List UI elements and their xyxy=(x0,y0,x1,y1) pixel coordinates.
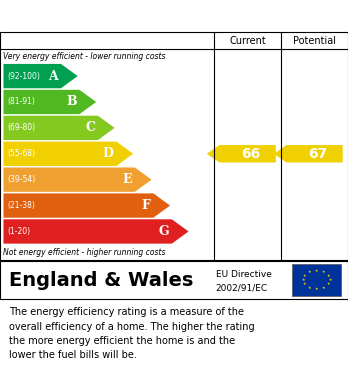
Polygon shape xyxy=(3,219,189,244)
Text: ★: ★ xyxy=(315,269,318,273)
Polygon shape xyxy=(3,116,114,140)
Text: 2002/91/EC: 2002/91/EC xyxy=(216,283,268,292)
Text: ★: ★ xyxy=(303,282,307,287)
Text: G: G xyxy=(158,225,169,238)
Text: ★: ★ xyxy=(303,274,307,278)
Polygon shape xyxy=(3,64,78,88)
Text: Energy Efficiency Rating: Energy Efficiency Rating xyxy=(9,9,219,25)
Text: ★: ★ xyxy=(322,270,325,274)
Text: 67: 67 xyxy=(308,147,327,161)
Text: Very energy efficient - lower running costs: Very energy efficient - lower running co… xyxy=(3,52,166,61)
Text: ★: ★ xyxy=(308,270,311,274)
Text: (55-68): (55-68) xyxy=(8,149,36,158)
Polygon shape xyxy=(3,90,96,114)
Text: A: A xyxy=(48,70,58,83)
Text: (39-54): (39-54) xyxy=(8,175,36,184)
Text: The energy efficiency rating is a measure of the
overall efficiency of a home. T: The energy efficiency rating is a measur… xyxy=(9,307,254,361)
Text: ★: ★ xyxy=(327,274,330,278)
Polygon shape xyxy=(3,167,152,192)
Text: D: D xyxy=(103,147,113,160)
Text: ★: ★ xyxy=(308,286,311,290)
Text: ★: ★ xyxy=(322,286,325,290)
Text: B: B xyxy=(66,95,77,108)
Text: F: F xyxy=(142,199,151,212)
Text: ★: ★ xyxy=(327,282,330,287)
Polygon shape xyxy=(274,145,343,163)
Text: Not energy efficient - higher running costs: Not energy efficient - higher running co… xyxy=(3,248,166,257)
Text: (69-80): (69-80) xyxy=(8,124,36,133)
Text: ★: ★ xyxy=(301,278,305,282)
Text: ★: ★ xyxy=(315,287,318,291)
Text: E: E xyxy=(122,173,132,186)
Bar xyxy=(292,264,341,296)
Polygon shape xyxy=(3,194,170,218)
Text: ★: ★ xyxy=(329,278,332,282)
Polygon shape xyxy=(3,142,133,166)
Text: (1-20): (1-20) xyxy=(8,227,31,236)
Text: England & Wales: England & Wales xyxy=(9,271,193,289)
Text: Potential: Potential xyxy=(293,36,336,45)
Text: (81-91): (81-91) xyxy=(8,97,35,106)
Text: 66: 66 xyxy=(241,147,260,161)
Polygon shape xyxy=(207,145,276,163)
Text: EU Directive: EU Directive xyxy=(216,270,272,279)
Text: (92-100): (92-100) xyxy=(8,72,40,81)
Text: Current: Current xyxy=(229,36,266,45)
Text: C: C xyxy=(85,121,95,135)
Text: (21-38): (21-38) xyxy=(8,201,35,210)
